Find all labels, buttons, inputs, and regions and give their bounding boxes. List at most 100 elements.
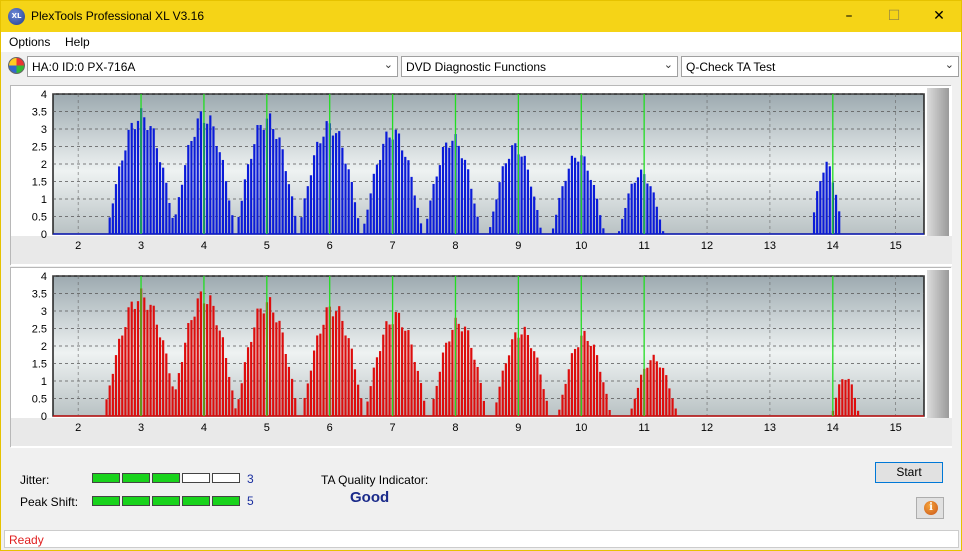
chart-bar bbox=[432, 183, 435, 234]
x-tick-label: 2 bbox=[75, 240, 81, 252]
chart-bar bbox=[841, 379, 844, 416]
chart-bar bbox=[445, 142, 448, 234]
chart-bar bbox=[423, 400, 426, 416]
chart-bar bbox=[177, 197, 180, 234]
menu-options[interactable]: Options bbox=[9, 35, 51, 49]
close-button[interactable]: ✕ bbox=[933, 8, 945, 24]
test-select[interactable]: Q-Check TA Test ⌄ bbox=[681, 56, 959, 77]
jitter-chart-bottom: 0 0.5 1 1.5 2 2.5 3 3.5 4 2 3 4 5 6 7 8 9 10 11 12 13 14 15 bbox=[10, 267, 952, 448]
meter-segment bbox=[212, 496, 240, 506]
chart-bar bbox=[397, 133, 401, 234]
y-tick-label: 3.5 bbox=[32, 107, 47, 119]
chart-bar bbox=[209, 115, 212, 234]
drive-select[interactable]: HA:0 ID:0 PX-716A ⌄ bbox=[27, 56, 398, 77]
chart-bar bbox=[388, 137, 391, 234]
chart-bar bbox=[187, 323, 190, 416]
chart-bar bbox=[118, 338, 121, 416]
chart-bar bbox=[577, 347, 580, 416]
chart-bar bbox=[655, 361, 658, 416]
chart-bar bbox=[143, 297, 146, 416]
chart-bar bbox=[174, 214, 177, 234]
y-tick-label: 2 bbox=[41, 341, 47, 353]
chart-bar bbox=[655, 206, 658, 234]
y-tick-label: 1 bbox=[41, 376, 47, 388]
y-tick-label: 3 bbox=[41, 124, 47, 136]
chart-bar bbox=[850, 384, 853, 416]
chart-bar bbox=[149, 126, 152, 234]
chart-bar bbox=[312, 155, 316, 234]
chart-bar bbox=[146, 130, 149, 234]
chart-bar bbox=[523, 155, 526, 234]
chart-bar bbox=[545, 400, 548, 416]
chart-bar bbox=[290, 378, 294, 416]
chart-bar bbox=[259, 308, 262, 416]
chart-bar bbox=[539, 374, 542, 416]
chart-bar bbox=[127, 129, 130, 234]
chart-bar bbox=[608, 410, 611, 416]
chart-bar bbox=[407, 160, 410, 234]
chart-bar bbox=[316, 141, 319, 234]
chart-bar bbox=[504, 363, 507, 416]
window-title: PlexTools Professional XL V3.16 bbox=[31, 9, 204, 23]
menu-help[interactable]: Help bbox=[65, 35, 90, 49]
chart-bar bbox=[498, 386, 501, 416]
chart-bar bbox=[155, 148, 158, 234]
info-button[interactable]: i bbox=[916, 497, 944, 519]
y-tick-label: 2.5 bbox=[32, 324, 47, 336]
chart-bar bbox=[331, 135, 335, 234]
x-tick-label: 4 bbox=[201, 240, 207, 252]
chart-bar bbox=[294, 215, 297, 234]
chart-bar bbox=[224, 181, 228, 234]
chart-bar bbox=[379, 159, 382, 234]
chart-bar bbox=[624, 207, 627, 234]
x-tick-label: 12 bbox=[701, 240, 713, 252]
maximize-button[interactable]: ☐ bbox=[887, 8, 901, 24]
chart-bar bbox=[479, 382, 482, 416]
chart-bar bbox=[124, 150, 127, 234]
chart-bar bbox=[322, 136, 325, 234]
chart-bar bbox=[419, 383, 423, 416]
chart-bar bbox=[246, 164, 250, 234]
chart-bar bbox=[385, 131, 388, 234]
chart-bar bbox=[136, 120, 140, 234]
chart-bar bbox=[649, 360, 652, 416]
chart-bar bbox=[640, 374, 643, 416]
chart-bar bbox=[206, 123, 209, 234]
chart-bar bbox=[341, 147, 344, 234]
chart-bar bbox=[401, 150, 404, 234]
chart-bar bbox=[262, 129, 265, 234]
minimize-button[interactable]: – bbox=[845, 8, 853, 24]
y-tick-label: 1.5 bbox=[32, 359, 47, 371]
chart-bar bbox=[303, 198, 306, 234]
chart-bar bbox=[460, 331, 463, 416]
test-select-value: Q-Check TA Test bbox=[686, 60, 776, 74]
chart-bar bbox=[592, 184, 596, 234]
chart-bar bbox=[319, 143, 322, 234]
chart-bar bbox=[360, 398, 363, 416]
chart-bar bbox=[130, 301, 133, 416]
chart-bar bbox=[231, 215, 234, 234]
chart-bar bbox=[507, 158, 511, 234]
chart-bar bbox=[640, 169, 643, 234]
start-button[interactable]: Start bbox=[875, 462, 943, 483]
y-tick-label: 0.5 bbox=[32, 212, 47, 224]
meter-segment bbox=[212, 473, 240, 483]
chart-bar bbox=[162, 340, 165, 416]
chart-bar bbox=[652, 354, 655, 416]
chart-bar bbox=[451, 140, 454, 234]
chart-bar bbox=[583, 330, 586, 416]
chart-bar bbox=[196, 118, 199, 234]
chart-bar bbox=[162, 167, 165, 234]
disc-icon bbox=[8, 57, 25, 74]
y-tick-label: 2 bbox=[41, 159, 47, 171]
function-select[interactable]: DVD Diagnostic Functions ⌄ bbox=[401, 56, 678, 77]
chart-bar bbox=[363, 223, 366, 234]
chart-bar bbox=[404, 330, 407, 416]
chart-bar bbox=[467, 169, 470, 234]
chart-bar bbox=[394, 312, 397, 416]
chart-bar bbox=[174, 389, 177, 416]
title-bar[interactable]: XL PlexTools Professional XL V3.16 – ☐ ✕ bbox=[1, 1, 961, 32]
chart-bar bbox=[322, 324, 325, 416]
x-tick-label: 14 bbox=[827, 240, 839, 252]
